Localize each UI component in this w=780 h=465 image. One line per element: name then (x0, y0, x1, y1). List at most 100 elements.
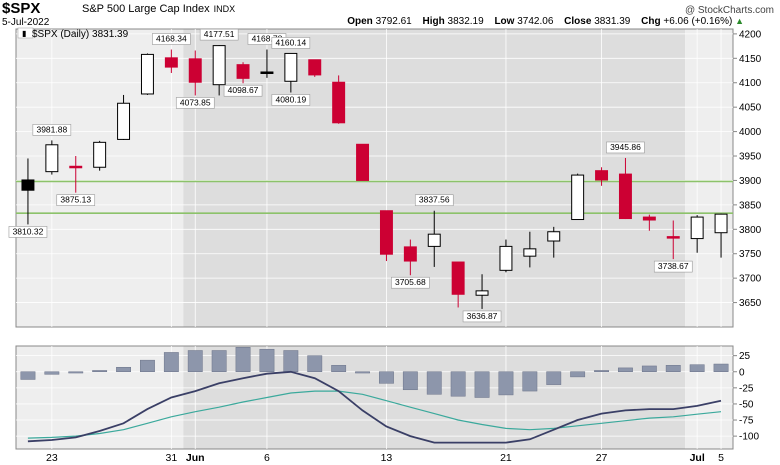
macd-histogram-bar (546, 371, 562, 385)
price-bg-region (183, 29, 686, 327)
macd-histogram-bar (426, 371, 442, 395)
candle-body (499, 245, 513, 271)
open-value: 3792.61 (375, 16, 412, 27)
price-plot-border (15, 28, 734, 328)
price-annotation-label: 4168.78 (252, 34, 283, 44)
candle-body (284, 52, 298, 82)
candle-body (523, 248, 537, 257)
candle-body (595, 170, 609, 181)
macd-ytick-label: -25 (739, 383, 754, 394)
change-value: +6.06 (+0.16%) (663, 16, 733, 27)
price-annotation-box (175, 97, 215, 109)
macd-histogram-bar (163, 352, 179, 372)
macd-histogram-bar (283, 350, 299, 372)
date-label: 5-Jul-2022 (2, 17, 50, 28)
price-annotation-label: 3810.32 (13, 226, 44, 236)
macd-histogram-bar (44, 371, 60, 375)
price-annotation-box (462, 310, 502, 323)
price-annotation-box (56, 194, 96, 206)
price-annotation-label: 4098.67 (228, 85, 259, 95)
macd-xtick-label: Jul (690, 452, 705, 464)
macd-histogram-bar (211, 350, 227, 372)
price-ytick-label: 3750 (739, 249, 762, 260)
index-name: S&P 500 Large Cap Index INDX (82, 3, 235, 15)
price-ytick-label: 4050 (739, 103, 762, 114)
price-annotation-box (223, 84, 263, 97)
candle-body (451, 261, 465, 295)
price-ytick-label: 3950 (739, 152, 762, 163)
price-annotation-label: 4073.85 (180, 97, 211, 107)
price-annotation-box (271, 94, 311, 106)
macd-xtick-label: 23 (46, 452, 58, 464)
candle-body (69, 165, 83, 169)
macd-histogram-bar (187, 350, 203, 372)
price-annotation-box (152, 33, 191, 45)
price-annotation-box (8, 226, 48, 238)
macd-plot-border (15, 345, 734, 450)
price-chart: 3810.32 3981.88 3875.13 4168.34 4073.85 4177.… (8, 27, 762, 328)
close-value: 3831.39 (594, 16, 631, 27)
macd-histogram-bar (331, 365, 347, 372)
candle-body (332, 81, 346, 124)
macd-ytick-label: 0 (739, 367, 745, 378)
ohlc-stats: Open 3792.61 High 3832.19 Low 3742.06 Cl… (347, 16, 744, 27)
price-ytick-label: 4000 (739, 127, 762, 138)
price-annotation-label: 3636.87 (467, 311, 498, 321)
macd-histogram-bar (116, 366, 131, 372)
candle-body (475, 290, 489, 296)
price-ytick-label: 3900 (739, 176, 762, 187)
macd-histogram-bar (618, 367, 633, 373)
macd-bg-region (183, 346, 686, 449)
macd-histogram-bar (641, 365, 657, 372)
price-annotation-label: 4177.51 (204, 29, 235, 39)
candle-body (571, 174, 585, 221)
macd-histogram-bar (235, 347, 251, 372)
macd-histogram-bar (20, 371, 36, 380)
candle-body (45, 144, 59, 173)
chart-legend-swatch (17, 27, 34, 39)
candle-body (140, 53, 154, 95)
candle-body (212, 45, 226, 86)
price-bg-region (16, 29, 184, 327)
chart-title: $SPX (Daily) 3831.39 (32, 29, 129, 40)
price-bg-region (685, 29, 733, 327)
macd-histogram-bar (92, 370, 108, 372)
macd-histogram-bar (474, 371, 490, 398)
high-label: High (422, 16, 445, 27)
chart-header: $SPX S&P 500 Large Cap Index INDX 5-Jul-2… (0, 0, 780, 30)
macd-xtick-label: 6 (264, 452, 270, 464)
macd-xtick-label: 5 (718, 452, 724, 464)
macd-bg-region (685, 346, 733, 449)
price-annotation-label: 3945.86 (610, 142, 641, 152)
macd-histogram-bar (594, 370, 609, 372)
price-ytick-label: 3650 (739, 298, 762, 309)
price-annotation-label: 4080.19 (275, 95, 306, 105)
price-annotation-box (32, 124, 72, 136)
macd-ytick-label: -50 (739, 399, 754, 410)
macd-chart: 25 0 -25 -50 -75 -100 23 31 Jun 6 13 21 27 Jul 5 (15, 345, 759, 464)
candle-body (117, 102, 131, 140)
macd-xtick-label: 21 (500, 452, 512, 464)
price-ytick-label: 4100 (739, 78, 762, 89)
macd-histogram-bar (689, 364, 705, 373)
low-label: Low (494, 16, 515, 27)
candle-body (666, 236, 680, 239)
macd-histogram-bar (498, 371, 514, 396)
copyright-label: @ StockCharts.com (684, 5, 774, 16)
candle-body (164, 57, 178, 68)
candle-body (21, 179, 35, 191)
macd-histogram-bar (450, 371, 466, 397)
candle-body (714, 213, 728, 234)
candle-body (547, 231, 561, 242)
macd-ytick-label: 25 (739, 351, 751, 362)
macd-xtick-label: 31 (166, 452, 178, 464)
candle-body (642, 216, 656, 221)
candle-body (618, 173, 632, 220)
macd-xtick-label: 27 (596, 452, 608, 464)
low-value: 3742.06 (517, 16, 554, 27)
high-value: 3832.19 (447, 16, 484, 27)
price-annotation-label: 3738.67 (658, 261, 689, 271)
candle-body (356, 143, 370, 181)
candle-body (427, 233, 441, 247)
macd-xtick-label: 13 (381, 452, 393, 464)
